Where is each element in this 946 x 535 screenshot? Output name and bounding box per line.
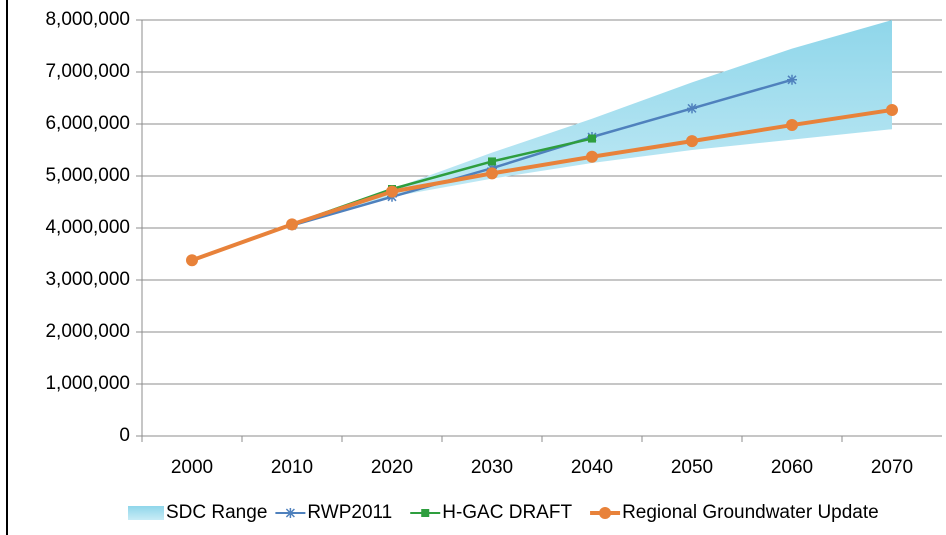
- y-tick-label: 3,000,000: [45, 269, 130, 290]
- y-tick-label: 7,000,000: [45, 61, 130, 82]
- legend-label: H-GAC DRAFT: [442, 502, 572, 523]
- x-tick-label: 2030: [471, 457, 513, 478]
- y-tick-label: 1,000,000: [45, 373, 130, 394]
- y-tick-label: 5,000,000: [45, 165, 130, 186]
- x-tick-label: 2070: [871, 457, 913, 478]
- marker: [486, 167, 498, 180]
- marker: [886, 103, 898, 116]
- marker: [599, 507, 612, 519]
- legend-swatch: [128, 506, 164, 520]
- legend-label: RWP2011: [307, 502, 392, 523]
- marker: [586, 150, 598, 163]
- x-tick-label: 2040: [571, 457, 613, 478]
- series-line: [191, 107, 893, 263]
- marker: [421, 509, 430, 517]
- x-tick-label: 2050: [671, 457, 713, 478]
- y-tick-label: 4,000,000: [45, 217, 130, 238]
- marker: [285, 508, 296, 518]
- series-line: [291, 78, 793, 227]
- y-tick-label: 2,000,000: [45, 321, 130, 342]
- marker: [686, 135, 698, 148]
- marker: [186, 254, 198, 267]
- legend-label: Regional Groundwater Update: [622, 502, 879, 523]
- y-tick-label: 0: [119, 425, 130, 446]
- x-tick-label: 2060: [771, 457, 813, 478]
- legend-label: SDC Range: [166, 502, 267, 523]
- marker: [588, 134, 596, 143]
- y-tick-label: 8,000,000: [45, 9, 130, 30]
- marker: [786, 119, 798, 132]
- x-tick-label: 2010: [271, 457, 313, 478]
- marker: [286, 218, 298, 231]
- x-tick-label: 2000: [171, 457, 213, 478]
- marker: [687, 103, 697, 114]
- x-tick-label: 2020: [371, 457, 413, 478]
- marker: [787, 74, 797, 85]
- y-tick-label: 6,000,000: [45, 113, 130, 134]
- marker: [386, 185, 398, 198]
- marker: [488, 157, 496, 166]
